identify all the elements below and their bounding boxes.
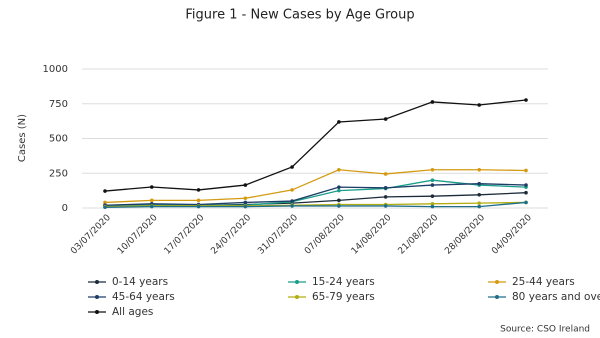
series-line (104, 183, 527, 206)
data-point (524, 200, 528, 205)
legend-marker (295, 295, 299, 299)
data-point (430, 183, 435, 187)
legend-label: 15-24 years (312, 276, 375, 288)
series-line (104, 201, 527, 208)
data-point (196, 198, 201, 203)
data-point (383, 117, 388, 121)
y-tick-label: 1000 (43, 64, 68, 75)
x-tick-label: 07/08/2020 (303, 213, 347, 257)
data-point (149, 204, 154, 209)
data-point (430, 202, 435, 206)
data-point (383, 186, 388, 190)
data-point (477, 204, 482, 209)
x-tick-label: 04/09/2020 (490, 213, 534, 257)
legend-marker (95, 280, 99, 284)
legend-marker (95, 310, 99, 314)
data-point (430, 167, 435, 172)
series-line (104, 99, 527, 192)
data-point (383, 195, 388, 199)
legend-marker (495, 280, 499, 284)
data-point (477, 167, 482, 172)
data-point (103, 205, 107, 210)
data-point (524, 168, 528, 173)
data-point (524, 98, 528, 102)
series-line (104, 169, 527, 204)
data-point (149, 198, 154, 203)
data-point (243, 196, 248, 201)
data-point (430, 204, 435, 209)
source: Source: CSO Ireland (500, 325, 590, 335)
data-point (290, 199, 294, 203)
chart-title: Figure 1 - New Cases by Age Group (185, 8, 414, 23)
data-point (524, 190, 528, 195)
data-point (383, 172, 388, 176)
data-point (337, 185, 341, 189)
legend-label: 0-14 years (112, 276, 168, 288)
x-tick-label: 21/08/2020 (397, 213, 441, 257)
legend-marker (295, 280, 299, 284)
legend-label: 25-44 years (512, 276, 575, 288)
data-point (524, 183, 528, 187)
data-point (337, 204, 341, 208)
data-point (290, 165, 294, 169)
data-point (477, 103, 482, 107)
y-tick-label: 500 (49, 134, 68, 145)
legend-label: 65-79 years (312, 291, 375, 303)
data-point (477, 181, 482, 186)
series-line (104, 179, 527, 207)
series-line (104, 201, 527, 208)
data-point (430, 178, 435, 182)
x-tick-label: 28/08/2020 (443, 213, 487, 257)
data-point (243, 200, 248, 205)
data-point (290, 188, 294, 192)
data-point (243, 204, 248, 209)
data-point (103, 200, 107, 205)
data-point (337, 188, 341, 193)
data-point (383, 204, 388, 208)
legend-marker (495, 295, 499, 299)
x-tick-label: 10/07/2020 (116, 213, 160, 257)
data-point (337, 198, 341, 203)
y-tick-label: 750 (49, 99, 68, 110)
x-tick-label: 03/07/2020 (69, 213, 113, 257)
data-point (477, 201, 482, 205)
data-point (430, 100, 435, 104)
data-point (290, 204, 294, 208)
x-tick-label: 14/08/2020 (350, 213, 394, 257)
data-point (103, 189, 107, 193)
y-tick-label: 250 (49, 168, 68, 179)
data-point (149, 185, 154, 189)
data-point (337, 120, 341, 124)
x-tick-label: 24/07/2020 (209, 213, 253, 257)
legend-label: All ages (112, 306, 153, 318)
x-tick-label: 31/07/2020 (256, 213, 300, 257)
data-point (196, 204, 201, 209)
legend-label: 80 years and over (512, 291, 600, 303)
legend-label: 45-64 years (112, 291, 175, 303)
data-point (430, 194, 435, 198)
y-tick-label: 0 (62, 203, 68, 214)
data-point (243, 183, 248, 187)
data-point (477, 192, 482, 197)
legend-marker (95, 295, 99, 299)
x-tick-label: 17/07/2020 (163, 213, 207, 257)
data-point (196, 188, 201, 192)
data-point (337, 167, 341, 172)
y-axis-label: Cases (N) (17, 114, 28, 162)
